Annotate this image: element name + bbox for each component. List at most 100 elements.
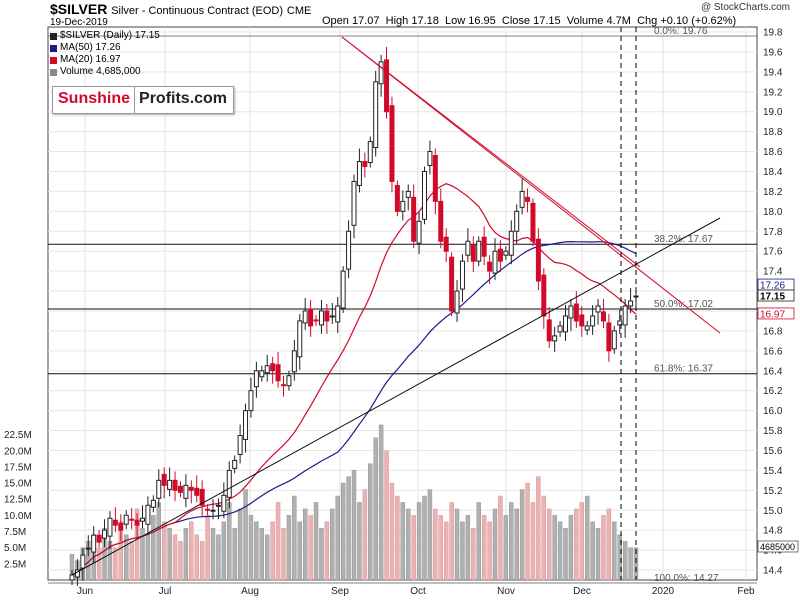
volume-bar	[547, 508, 552, 581]
y-tick-label: 18.4	[763, 167, 783, 178]
candle-body	[351, 180, 357, 226]
candle-body	[481, 236, 487, 257]
volume-bar	[351, 469, 357, 581]
volume-bar	[178, 541, 183, 581]
candle-body	[405, 190, 411, 198]
candle-body	[617, 320, 623, 326]
volume-bar	[422, 495, 427, 581]
volume-bar	[237, 508, 243, 581]
close-price-tag-box	[757, 289, 795, 302]
candle-body	[400, 200, 406, 212]
candle-body	[221, 494, 227, 512]
x-tick-label: 2020	[652, 586, 675, 597]
volume-bar	[330, 508, 335, 581]
volume-bar	[622, 541, 628, 581]
volume-bar	[498, 495, 503, 581]
x-tick-label: Feb	[737, 586, 755, 597]
volume-bar	[275, 502, 281, 581]
candle-body	[253, 370, 259, 388]
candle-body	[102, 529, 108, 539]
volume-bar	[612, 521, 617, 581]
volume-bar	[487, 521, 492, 581]
candle-body	[487, 261, 493, 272]
candle-body	[335, 305, 341, 323]
candle-body	[183, 484, 189, 499]
volume-bar	[476, 502, 481, 581]
y-tick-label: 18.8	[763, 127, 783, 138]
candle-body	[503, 250, 509, 256]
candle-body	[194, 487, 200, 496]
y-tick-label: 19.2	[763, 87, 783, 98]
volume-bar	[194, 534, 199, 581]
volume-bar	[270, 521, 275, 581]
candle-body	[215, 504, 221, 507]
volume-bar	[514, 508, 519, 581]
volume-bar	[232, 528, 237, 581]
volume-bar	[433, 508, 438, 581]
y-tick-label: 15.2	[763, 486, 783, 497]
volume-bar	[297, 521, 302, 581]
fib-level-label: 0.0%: 19.76	[654, 26, 708, 37]
candle-body	[628, 300, 634, 307]
legend-ma20: MA(20) 16.97	[50, 54, 160, 66]
resistance-trendline-red-2	[341, 36, 641, 268]
volume-bar	[492, 508, 498, 581]
volume-bar	[357, 502, 362, 581]
volume-bar	[443, 521, 449, 581]
candle-body	[389, 105, 395, 182]
high-label: High	[385, 15, 409, 27]
volume-bar	[368, 463, 373, 581]
y-tick-label: 17.8	[763, 227, 783, 238]
volume-bar	[395, 495, 400, 581]
chart-date: 19-Dec-2019	[50, 17, 108, 28]
ma20-price-tag-box	[757, 307, 795, 320]
volume-bar	[552, 515, 557, 581]
candle-body	[356, 161, 362, 186]
volume-bar	[292, 495, 297, 581]
ma50-price-tag: 17.26	[760, 281, 785, 292]
candle-body	[112, 519, 118, 526]
volume-bar	[503, 515, 509, 581]
volume-bar	[302, 508, 308, 581]
candle-body	[497, 248, 503, 262]
candle-body	[275, 364, 281, 382]
candle-body	[226, 469, 232, 498]
candle-body	[188, 486, 194, 491]
candle-body	[416, 220, 422, 244]
candle-body	[232, 459, 238, 469]
candle-body	[172, 479, 178, 491]
candle-body	[454, 290, 460, 314]
candle-body	[199, 488, 205, 506]
candle-body	[367, 141, 373, 164]
candle-body	[465, 240, 471, 256]
volume-label: Volume	[566, 15, 604, 27]
low-value: 16.95	[468, 15, 496, 27]
candle-body	[123, 514, 129, 525]
candle-body	[525, 196, 531, 202]
x-tick-label: Sep	[331, 586, 349, 597]
y-tick-label: 19.4	[763, 67, 783, 78]
candle-body	[535, 238, 541, 282]
high-value: 17.18	[411, 15, 439, 27]
candle-body	[118, 522, 124, 531]
volume-tick-label: 15.0M	[4, 479, 32, 490]
candle-body	[492, 250, 498, 274]
volume-bar	[454, 508, 460, 581]
ma20-price-tag: 16.97	[760, 309, 785, 320]
volume-bar	[530, 502, 536, 581]
candle-body	[264, 365, 270, 374]
open-label: Open	[322, 15, 349, 27]
y-tick-label: 16.6	[763, 346, 783, 357]
close-price-tag: 17.15	[760, 292, 785, 303]
candle-body	[541, 274, 547, 317]
volume-bar	[254, 521, 259, 581]
y-tick-label: 19.6	[763, 47, 783, 58]
volume-bar	[313, 502, 319, 581]
volume-bar	[509, 502, 514, 581]
candle-body	[129, 518, 135, 521]
y-tick-label: 16.8	[763, 326, 783, 337]
y-tick-label: 16.0	[763, 406, 783, 417]
candle-body	[514, 210, 520, 232]
candle-body	[346, 230, 352, 270]
